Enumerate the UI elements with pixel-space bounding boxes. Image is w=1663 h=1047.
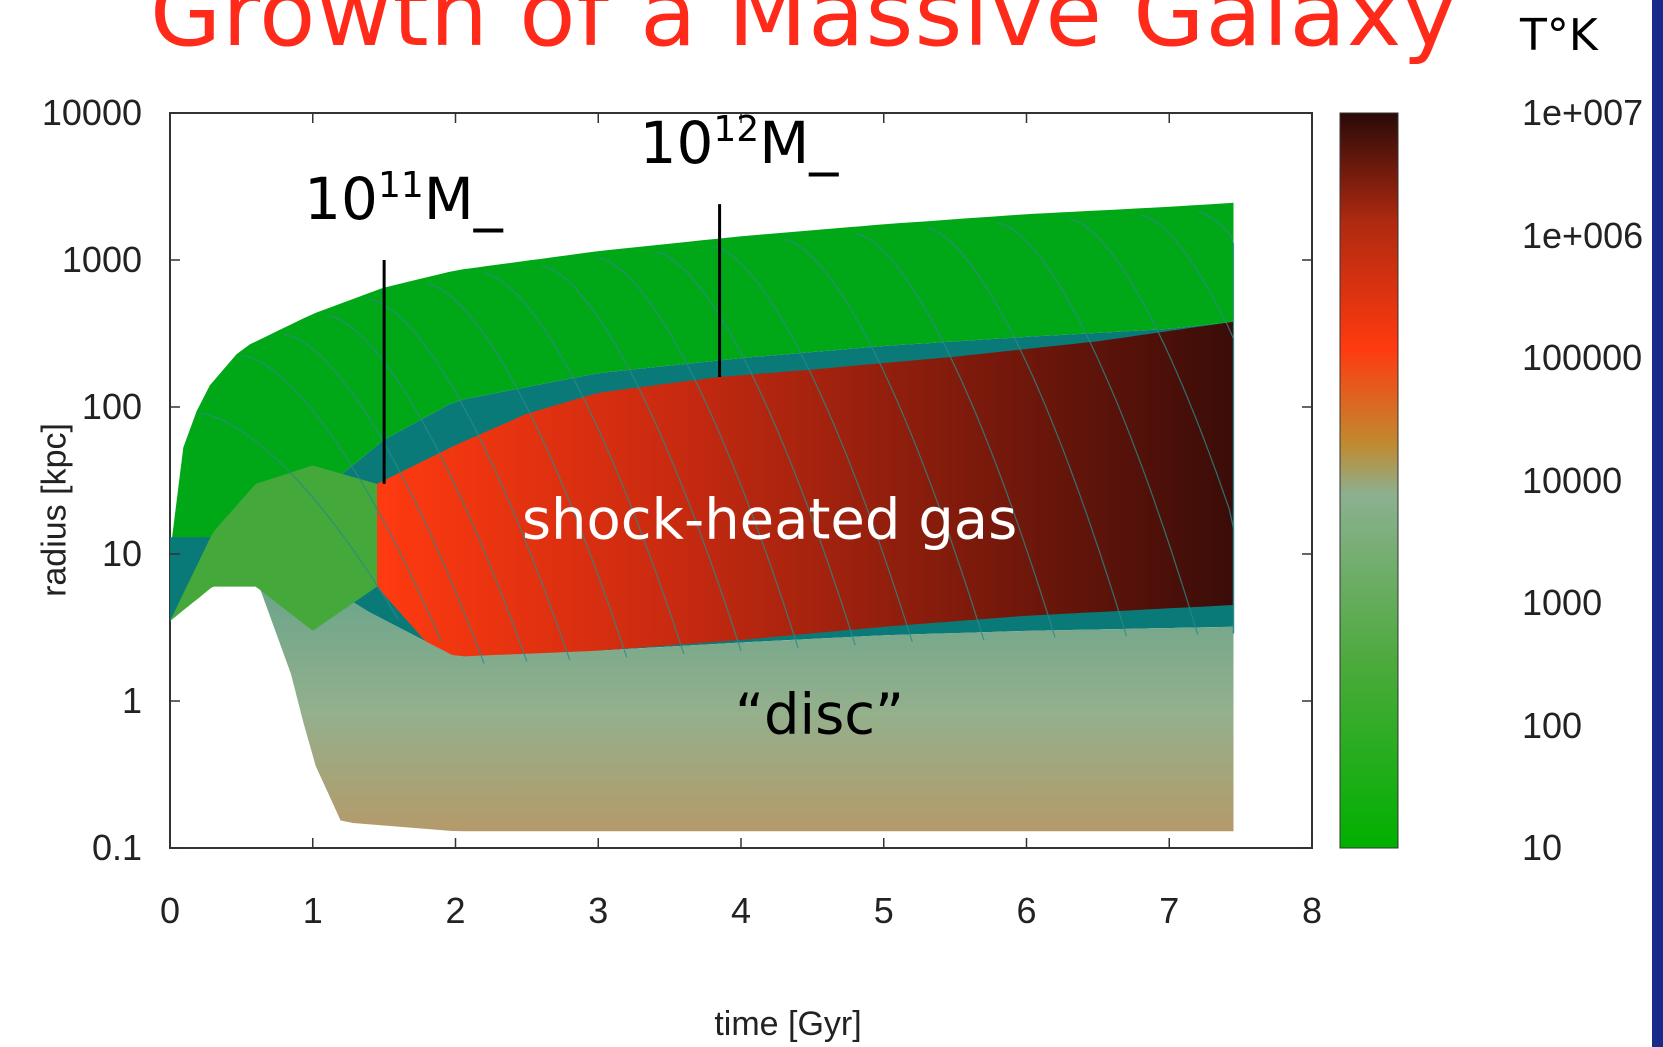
streamline — [426, 283, 628, 658]
colorbar-tick-label: 1000 — [1522, 582, 1603, 623]
slide-border — [1652, 0, 1663, 1047]
streamline — [241, 354, 442, 642]
outer-halo-region — [170, 202, 1234, 622]
mass-label: 1011M_ — [304, 165, 503, 233]
colorbar-tick-label: 100 — [1522, 704, 1583, 746]
x-tick-label: 6 — [1016, 890, 1037, 931]
streamline — [783, 238, 985, 640]
streamline — [369, 298, 571, 660]
y-tick-label: 10 — [101, 533, 142, 574]
y-tick-label: 100 — [81, 386, 142, 427]
x-tick-label: 8 — [1301, 890, 1323, 931]
colorbar — [1339, 112, 1399, 849]
x-tick-label: 1 — [302, 890, 323, 931]
streamline — [712, 245, 913, 643]
colorbar-tick-label: 10000 — [1522, 459, 1623, 501]
mass-label-unit: M_ — [423, 165, 503, 233]
colorbar-tick-label: 100000 — [1522, 337, 1643, 378]
colorbar-tick-label: 1e+006 — [1522, 214, 1644, 256]
y-axis-title: radius [kpc] — [35, 423, 74, 597]
y-tick-label: 10000 — [41, 92, 142, 133]
streamline — [541, 264, 742, 652]
slide-title: Growth of a Massive Galaxy — [150, 0, 1458, 67]
colorbar-unit: T°K — [1520, 10, 1598, 61]
cold-flow-region — [170, 465, 377, 631]
streamline — [483, 272, 685, 655]
x-tick-label: 4 — [730, 890, 752, 931]
mass-label-exponent: 11 — [377, 165, 424, 206]
x-tick-label: 7 — [1159, 890, 1180, 931]
x-tick-label: 0 — [159, 890, 181, 931]
disc-label: “disc” — [734, 682, 905, 748]
colorbar-tick-label: 10 — [1522, 827, 1563, 868]
mass-label-base: 10 — [639, 109, 714, 178]
streamline — [997, 222, 1199, 635]
mass-label-unit: M_ — [759, 109, 839, 178]
colorbar-tick-label: 1e+007 — [1522, 92, 1644, 133]
streamline — [855, 232, 1056, 638]
streamline — [1197, 211, 1235, 634]
shock-heated-gas-region — [377, 321, 1234, 674]
mass-label-base: 10 — [304, 165, 378, 233]
streamline — [598, 257, 799, 648]
streamline — [655, 251, 856, 646]
shock-heated-gas-label: shock-heated gas — [521, 487, 1018, 553]
y-tick-label: 0.1 — [91, 827, 142, 868]
y-tick-label: 1000 — [61, 239, 142, 280]
x-tick-label: 2 — [445, 890, 466, 931]
streamline — [926, 227, 1127, 637]
mass-label: 1012M_ — [640, 109, 839, 177]
mass-label-exponent: 12 — [713, 109, 760, 151]
x-tick-label: 5 — [873, 890, 894, 931]
x-tick-label: 3 — [588, 890, 609, 931]
y-tick-label: 1 — [121, 680, 142, 721]
x-axis-title: time [Gyr] — [714, 1005, 862, 1043]
disc-region — [241, 537, 1234, 832]
streamline — [326, 314, 528, 662]
streamline — [198, 412, 399, 620]
